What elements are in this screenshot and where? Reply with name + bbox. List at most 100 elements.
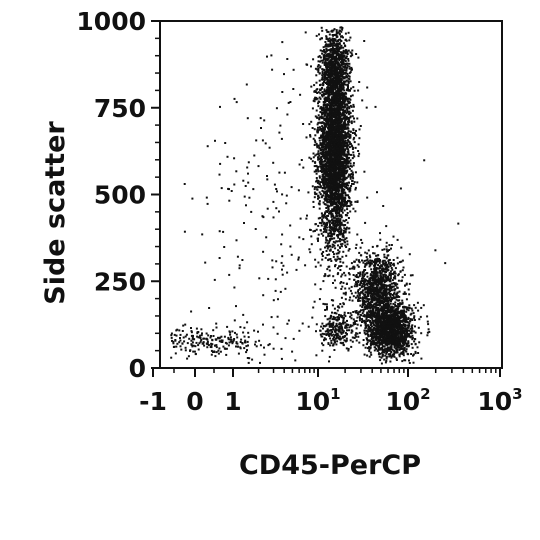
data-point bbox=[360, 309, 362, 312]
data-point bbox=[318, 79, 321, 82]
data-point bbox=[341, 234, 344, 237]
data-point bbox=[338, 213, 341, 216]
data-point bbox=[328, 141, 331, 144]
data-point bbox=[367, 260, 370, 263]
data-point bbox=[314, 96, 317, 99]
data-point bbox=[330, 234, 332, 237]
data-point bbox=[324, 104, 327, 107]
data-point bbox=[321, 95, 324, 98]
data-point bbox=[352, 173, 354, 176]
data-point bbox=[337, 224, 340, 227]
data-point bbox=[328, 67, 331, 70]
data-point bbox=[327, 154, 329, 157]
data-point bbox=[338, 154, 341, 157]
data-point bbox=[355, 243, 358, 246]
data-point bbox=[333, 189, 336, 192]
data-point bbox=[333, 253, 335, 256]
data-point bbox=[325, 190, 327, 193]
data-point bbox=[320, 136, 323, 139]
data-point bbox=[335, 120, 338, 123]
data-point bbox=[319, 183, 321, 186]
data-point bbox=[330, 134, 333, 137]
data-point bbox=[357, 276, 360, 279]
data-point bbox=[331, 119, 334, 122]
data-point bbox=[340, 296, 343, 299]
data-point bbox=[370, 277, 373, 280]
data-point bbox=[382, 267, 385, 270]
data-point bbox=[320, 161, 323, 164]
data-point bbox=[322, 234, 325, 237]
data-point bbox=[349, 89, 351, 92]
data-point bbox=[340, 168, 343, 171]
data-point bbox=[343, 171, 346, 174]
data-point bbox=[327, 30, 330, 33]
data-point bbox=[337, 156, 340, 159]
data-point bbox=[313, 165, 316, 168]
data-point bbox=[324, 57, 327, 60]
data-point bbox=[336, 151, 339, 153]
data-point bbox=[330, 148, 332, 151]
data-point bbox=[352, 146, 355, 149]
data-point bbox=[330, 54, 333, 57]
data-point bbox=[320, 166, 323, 169]
data-point bbox=[348, 113, 351, 116]
data-point bbox=[327, 242, 329, 245]
data-point bbox=[342, 80, 345, 83]
data-point bbox=[333, 162, 336, 165]
data-point bbox=[326, 59, 329, 62]
data-point bbox=[323, 61, 326, 64]
data-point bbox=[365, 287, 368, 290]
data-point bbox=[337, 72, 340, 75]
data-point bbox=[347, 117, 350, 119]
data-point bbox=[325, 134, 328, 137]
data-point bbox=[316, 97, 319, 100]
data-point bbox=[320, 181, 323, 184]
data-point bbox=[345, 117, 348, 120]
data-point bbox=[322, 134, 325, 137]
data-point bbox=[335, 179, 338, 182]
data-point bbox=[349, 98, 352, 101]
data-point bbox=[331, 147, 334, 150]
data-point bbox=[354, 186, 357, 189]
data-point bbox=[334, 85, 337, 88]
data-point bbox=[310, 85, 313, 88]
data-point bbox=[329, 181, 332, 183]
data-point bbox=[385, 241, 388, 244]
data-point bbox=[321, 91, 324, 94]
data-point bbox=[328, 155, 331, 158]
data-point bbox=[341, 139, 344, 142]
data-point bbox=[379, 286, 382, 289]
data-point bbox=[337, 219, 340, 222]
data-point bbox=[335, 205, 338, 208]
data-point bbox=[327, 232, 330, 235]
data-point bbox=[330, 80, 333, 83]
data-point bbox=[325, 166, 328, 169]
data-point bbox=[340, 142, 343, 144]
data-point bbox=[342, 62, 345, 65]
data-point bbox=[319, 142, 322, 145]
data-point bbox=[334, 96, 336, 99]
data-point bbox=[327, 235, 330, 238]
data-point bbox=[340, 79, 343, 82]
data-point bbox=[345, 123, 348, 126]
data-point bbox=[378, 261, 381, 264]
data-point bbox=[331, 209, 334, 212]
data-point bbox=[330, 228, 333, 231]
data-point bbox=[334, 104, 337, 107]
data-point bbox=[329, 160, 332, 163]
data-point bbox=[326, 79, 329, 82]
data-point bbox=[353, 278, 356, 281]
data-point bbox=[344, 64, 347, 67]
data-point bbox=[343, 182, 346, 185]
data-point bbox=[368, 287, 371, 290]
data-point bbox=[342, 86, 345, 89]
data-point bbox=[346, 109, 349, 111]
data-point bbox=[356, 332, 359, 335]
data-point bbox=[349, 130, 352, 133]
data-point bbox=[328, 145, 330, 148]
data-point bbox=[352, 207, 355, 210]
data-point bbox=[322, 131, 325, 134]
data-point bbox=[368, 298, 371, 301]
data-point bbox=[318, 137, 321, 139]
data-point bbox=[345, 172, 348, 175]
